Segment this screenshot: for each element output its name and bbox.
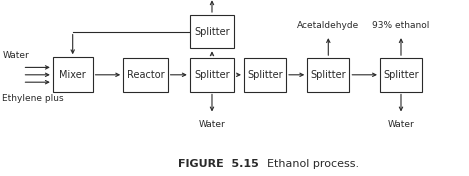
Bar	[123, 58, 168, 92]
Text: Splitter: Splitter	[194, 70, 230, 80]
Text: Water: Water	[387, 120, 415, 129]
Text: Ethanol process.: Ethanol process.	[267, 159, 359, 169]
Bar	[244, 58, 286, 92]
Text: Water: Water	[198, 120, 226, 129]
Bar	[380, 58, 422, 92]
Bar	[189, 58, 234, 92]
Text: Water: Water	[2, 51, 29, 60]
Bar	[307, 58, 349, 92]
Text: Ethylene plus: Ethylene plus	[2, 93, 64, 103]
Text: Splitter: Splitter	[247, 70, 283, 80]
Text: Splitter: Splitter	[310, 70, 346, 80]
Text: Acetaldehyde: Acetaldehyde	[297, 21, 359, 30]
Text: Reactor: Reactor	[127, 70, 164, 80]
Text: Splitter: Splitter	[194, 27, 230, 37]
Bar	[189, 15, 234, 48]
Bar	[53, 57, 93, 92]
Text: FIGURE  5.15: FIGURE 5.15	[178, 159, 259, 169]
Text: 93% ethanol: 93% ethanol	[372, 21, 430, 30]
Text: Mixer: Mixer	[59, 70, 86, 80]
Text: Splitter: Splitter	[383, 70, 419, 80]
